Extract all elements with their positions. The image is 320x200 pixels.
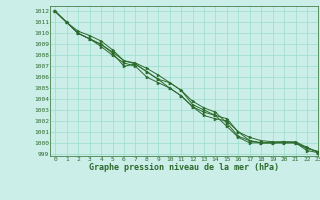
X-axis label: Graphe pression niveau de la mer (hPa): Graphe pression niveau de la mer (hPa): [89, 163, 279, 172]
